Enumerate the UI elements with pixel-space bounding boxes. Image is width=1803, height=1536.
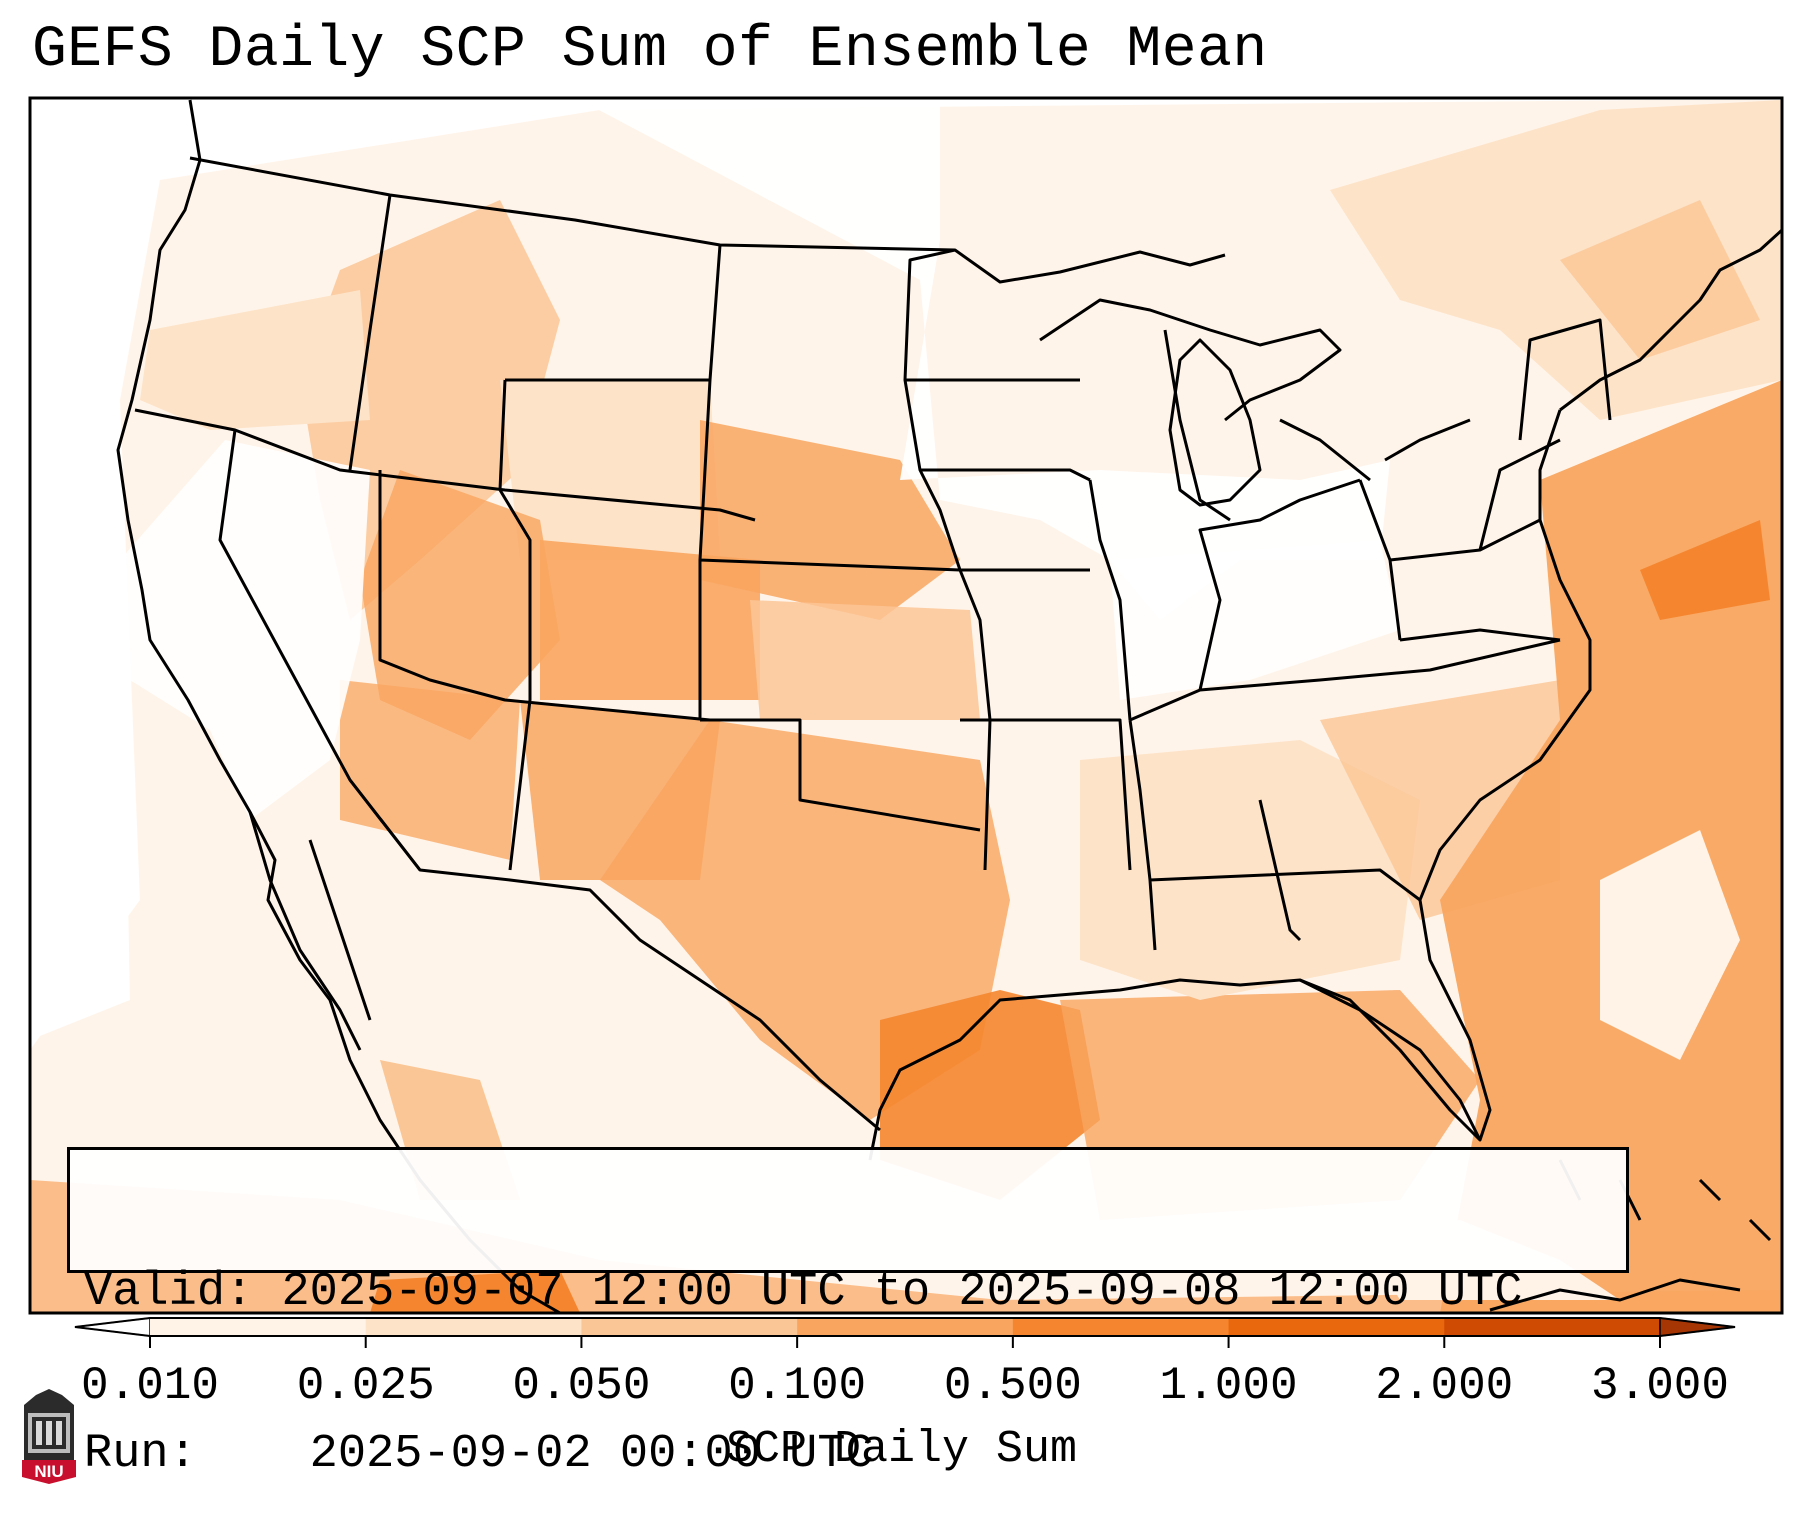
- valid-label: Valid:: [84, 1266, 254, 1319]
- us-canada-border: [189, 156, 1226, 284]
- colorbar-tick-label: 2.000: [1375, 1360, 1514, 1412]
- florida: [1299, 978, 1482, 1141]
- colorbar-tick-label: 1.000: [1159, 1360, 1298, 1412]
- colorbar-tick-label: 0.050: [512, 1360, 651, 1412]
- colorbar-label: SCP Daily Sum: [725, 1424, 1078, 1475]
- colorbar-tick-label: 0.010: [80, 1360, 220, 1412]
- state-lines-east: [1128, 318, 1612, 951]
- svg-text:NIU: NIU: [34, 1462, 63, 1481]
- valid-row: Valid: 2025-09-07 12:00 UTC to 2025-09-0…: [84, 1266, 1612, 1320]
- pacific-coastline: [116, 99, 561, 1313]
- scp-field: [30, 100, 1782, 1313]
- scp-zero-areas: [30, 100, 1400, 1040]
- michigan: [1168, 338, 1262, 507]
- info-box: Valid: 2025-09-07 12:00 UTC to 2025-09-0…: [67, 1147, 1629, 1481]
- map-frame: [28, 96, 1784, 1315]
- map-title: GEFS Daily SCP Sum of Ensemble Mean: [32, 18, 1268, 83]
- niu-logo: NIU: [22, 1389, 76, 1484]
- valid-value: 2025-09-07 12:00 UTC to 2025-09-08 12:00…: [281, 1266, 1523, 1319]
- colorbar-tick-label: 0.500: [943, 1360, 1082, 1412]
- colorbar-tick-label: 3.000: [1590, 1360, 1730, 1412]
- mexico-border: [348, 779, 881, 1132]
- run-row: Run: 2025-09-02 00:00 UTC: [84, 1428, 1612, 1482]
- state-lines-west: [134, 194, 981, 871]
- run-label: Run:: [84, 1428, 197, 1481]
- state-lines-central: [903, 248, 1132, 871]
- run-value: 2025-09-02 00:00 UTC: [309, 1428, 874, 1481]
- baja-california: [248, 811, 372, 1051]
- boundaries: [116, 99, 1782, 1313]
- great-lakes: [1039, 298, 1471, 522]
- scp-map: [28, 96, 1784, 1315]
- colorbar-tick-label: 0.025: [296, 1360, 435, 1412]
- colorbar-tick-label: 0.100: [728, 1360, 867, 1412]
